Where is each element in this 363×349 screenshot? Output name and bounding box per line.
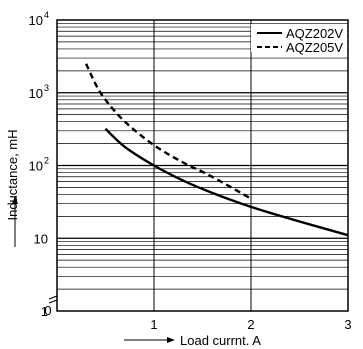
- y-tick-base: 10: [29, 86, 43, 101]
- legend-label-aqz202v: AQZ202V: [286, 26, 343, 41]
- y-axis-label: Inductance, mH: [5, 129, 20, 247]
- y-tick-base: 1: [41, 304, 48, 319]
- legend: AQZ202V AQZ205V: [251, 24, 347, 55]
- x-tick-labels: 01 2 3: [44, 303, 351, 332]
- y-tick-base: 10: [34, 231, 48, 246]
- series-line-aqz205v: [85, 63, 252, 200]
- x-tick-label: 0: [44, 303, 51, 318]
- y-tick-label: 10 4: [29, 10, 49, 28]
- grid: [57, 20, 348, 311]
- y-tick-exponent: 4: [44, 10, 49, 20]
- plot-frame: [56, 19, 349, 312]
- y-tick-base: 10: [29, 13, 43, 28]
- x-axis-arrow-icon: [167, 337, 175, 343]
- series-line-aqz202v: [104, 127, 349, 237]
- y-axis-title: Inductance, mH: [5, 129, 20, 220]
- y-tick-label: 10 3: [29, 83, 49, 101]
- y-tick-label: 10: [34, 231, 48, 246]
- axis-break-icon: [48, 295, 58, 304]
- y-tick-label: 10 2: [29, 156, 49, 174]
- x-axis-label: Load currnt. A: [124, 333, 261, 348]
- legend-label-aqz205v: AQZ205V: [286, 40, 343, 55]
- x-axis-title: Load currnt. A: [180, 333, 261, 348]
- series: [85, 63, 349, 237]
- y-axis-arrow-icon: [12, 196, 18, 204]
- x-tick-label: 1: [150, 317, 157, 332]
- x-tick-label: 2: [247, 317, 254, 332]
- y-tick-exponent: 2: [44, 156, 49, 166]
- y-tick-exponent: 3: [44, 83, 49, 93]
- y-tick-base: 10: [29, 159, 43, 174]
- y-tick-label: 1: [41, 304, 48, 319]
- x-tick-label: 3: [344, 317, 351, 332]
